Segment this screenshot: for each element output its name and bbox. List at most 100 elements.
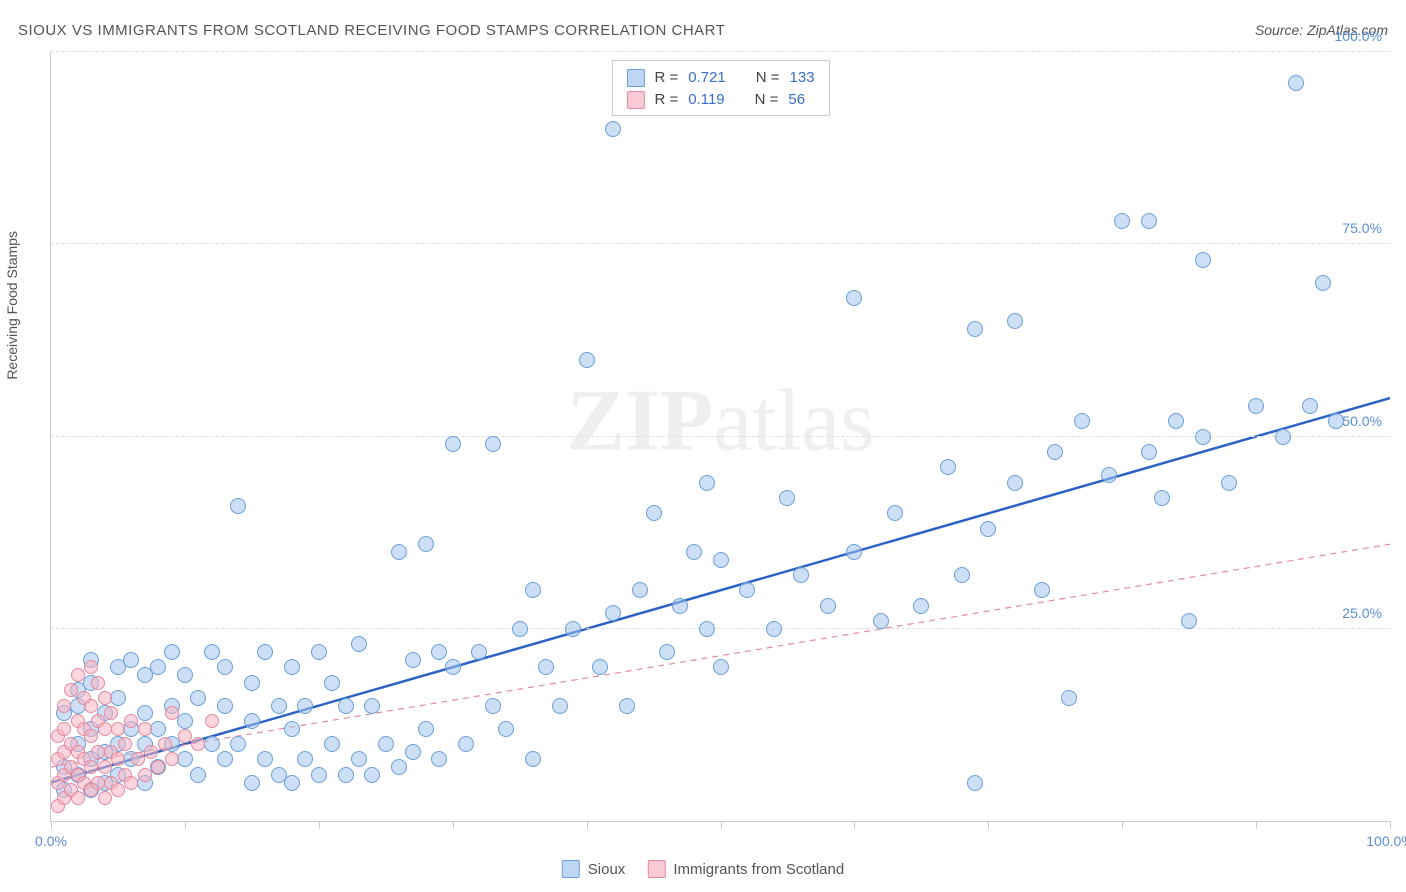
data-point-scotland <box>191 737 205 751</box>
r-label: R = <box>654 67 678 89</box>
data-point-sioux <box>177 667 193 683</box>
data-point-sioux <box>297 698 313 714</box>
n-label: N = <box>756 67 780 89</box>
data-point-sioux <box>297 751 313 767</box>
data-point-scotland <box>111 752 125 766</box>
data-point-sioux <box>284 721 300 737</box>
data-point-scotland <box>84 699 98 713</box>
data-point-sioux <box>150 659 166 675</box>
data-point-sioux <box>659 644 675 660</box>
data-point-scotland <box>57 722 71 736</box>
data-point-sioux <box>846 290 862 306</box>
data-point-sioux <box>525 582 541 598</box>
data-point-sioux <box>431 644 447 660</box>
data-point-sioux <box>204 736 220 752</box>
data-point-scotland <box>151 760 165 774</box>
data-point-sioux <box>458 736 474 752</box>
y-axis-tick-label: 75.0% <box>1342 220 1382 236</box>
data-point-sioux <box>1328 413 1344 429</box>
data-point-sioux <box>646 505 662 521</box>
data-point-sioux <box>378 736 394 752</box>
data-point-sioux <box>592 659 608 675</box>
r-label: R = <box>654 89 678 111</box>
x-tick <box>1390 821 1391 829</box>
data-point-sioux <box>1275 429 1291 445</box>
data-point-scotland <box>71 668 85 682</box>
data-point-sioux <box>1181 613 1197 629</box>
data-point-sioux <box>1007 313 1023 329</box>
data-point-sioux <box>552 698 568 714</box>
data-point-scotland <box>165 752 179 766</box>
data-point-sioux <box>525 751 541 767</box>
data-point-sioux <box>204 644 220 660</box>
data-point-sioux <box>177 751 193 767</box>
data-point-sioux <box>284 775 300 791</box>
data-point-sioux <box>217 698 233 714</box>
data-point-sioux <box>954 567 970 583</box>
x-tick <box>854 821 855 829</box>
data-point-sioux <box>1168 413 1184 429</box>
data-point-scotland <box>84 760 98 774</box>
data-point-sioux <box>1154 490 1170 506</box>
n-value: 56 <box>788 89 805 111</box>
data-point-scotland <box>158 737 172 751</box>
legend-label: Sioux <box>588 861 626 878</box>
x-tick <box>1256 821 1257 829</box>
data-point-sioux <box>913 598 929 614</box>
x-tick <box>185 821 186 829</box>
data-point-sioux <box>471 644 487 660</box>
data-point-sioux <box>364 767 380 783</box>
data-point-sioux <box>699 621 715 637</box>
data-point-sioux <box>351 751 367 767</box>
data-point-sioux <box>244 675 260 691</box>
n-value: 133 <box>790 67 815 89</box>
data-point-sioux <box>793 567 809 583</box>
data-point-sioux <box>1047 444 1063 460</box>
legend-label: Immigrants from Scotland <box>673 861 844 878</box>
data-point-sioux <box>672 598 688 614</box>
data-point-scotland <box>111 783 125 797</box>
data-point-sioux <box>391 544 407 560</box>
gridline <box>51 436 1390 437</box>
data-point-sioux <box>485 436 501 452</box>
data-point-sioux <box>1061 690 1077 706</box>
data-point-sioux <box>686 544 702 560</box>
data-point-scotland <box>91 676 105 690</box>
data-point-scotland <box>104 706 118 720</box>
data-point-sioux <box>632 582 648 598</box>
data-point-sioux <box>846 544 862 560</box>
data-point-sioux <box>257 644 273 660</box>
data-point-sioux <box>405 744 421 760</box>
legend-swatch-sioux <box>562 860 580 878</box>
r-value: 0.119 <box>688 89 724 111</box>
source-prefix: Source: <box>1255 22 1307 38</box>
data-point-sioux <box>605 121 621 137</box>
data-point-scotland <box>178 729 192 743</box>
data-point-sioux <box>445 659 461 675</box>
x-tick <box>721 821 722 829</box>
data-point-sioux <box>110 690 126 706</box>
watermark-rest: atlas <box>713 373 874 470</box>
data-point-sioux <box>713 659 729 675</box>
data-point-scotland <box>71 791 85 805</box>
data-point-scotland <box>57 699 71 713</box>
data-point-sioux <box>418 721 434 737</box>
data-point-scotland <box>124 714 138 728</box>
data-point-sioux <box>1114 213 1130 229</box>
data-point-scotland <box>91 776 105 790</box>
x-tick <box>587 821 588 829</box>
x-tick <box>1122 821 1123 829</box>
data-point-sioux <box>713 552 729 568</box>
data-point-scotland <box>205 714 219 728</box>
data-point-sioux <box>230 498 246 514</box>
data-point-scotland <box>118 737 132 751</box>
data-point-sioux <box>1288 75 1304 91</box>
r-value: 0.721 <box>688 67 726 89</box>
data-point-sioux <box>619 698 635 714</box>
data-point-sioux <box>190 767 206 783</box>
data-point-sioux <box>351 636 367 652</box>
x-tick <box>51 821 52 829</box>
gridline <box>51 51 1390 52</box>
data-point-sioux <box>1302 398 1318 414</box>
data-point-sioux <box>940 459 956 475</box>
